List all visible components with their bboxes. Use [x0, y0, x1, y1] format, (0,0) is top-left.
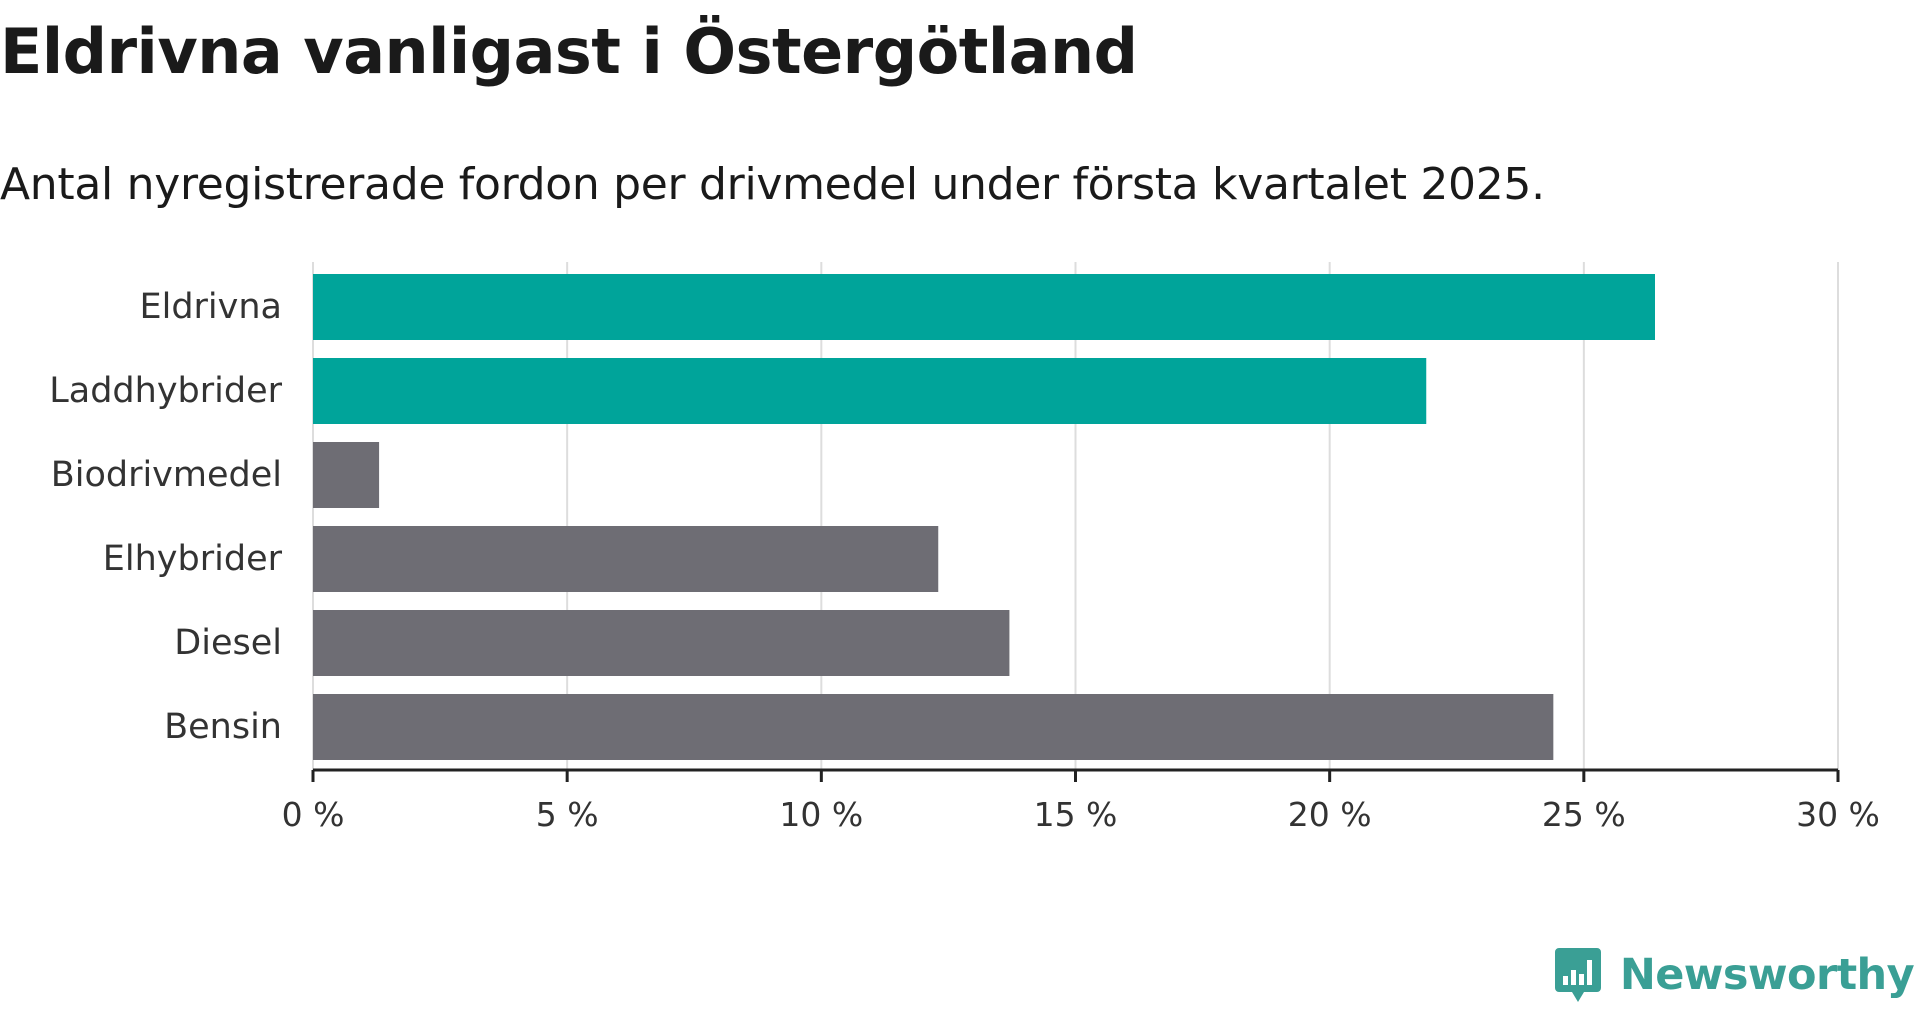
x-tick-label-4: 20 %	[1288, 795, 1372, 834]
category-label-diesel: Diesel	[174, 623, 282, 663]
category-label-biodrivmedel: Biodrivmedel	[51, 455, 282, 495]
x-tick-label-1: 5 %	[536, 795, 599, 834]
brand: Newsworthy	[1554, 940, 1915, 1010]
bar-eldrivna	[313, 274, 1655, 340]
bar-chart: Eldrivna Laddhybrider Biodrivmedel Elhybrid…	[49, 262, 1880, 834]
bar-diesel	[313, 610, 1010, 676]
x-tick-label-6: 30 %	[1796, 795, 1880, 834]
gridlines	[312, 262, 1839, 770]
x-tick-label-5: 25 %	[1542, 795, 1626, 834]
category-label-elhybrider: Elhybrider	[103, 539, 283, 579]
x-axis	[311, 768, 1840, 782]
x-tick-label-3: 15 %	[1034, 795, 1118, 834]
category-label-bensin: Bensin	[164, 707, 282, 747]
category-labels: Eldrivna Laddhybrider Biodrivmedel Elhybrid…	[49, 287, 282, 747]
category-label-eldrivna: Eldrivna	[139, 287, 282, 327]
chart-title: Eldrivna vanligast i Östergötland	[0, 15, 1138, 88]
bar-bensin	[313, 694, 1554, 760]
chart-subtitle: Antal nyregistrerade fordon per drivmede…	[0, 159, 1545, 210]
newsworthy-logo-icon	[1554, 948, 1601, 1002]
x-tick-label-2: 10 %	[779, 795, 863, 834]
category-label-laddhybrider: Laddhybrider	[49, 371, 282, 411]
brand-name: Newsworthy	[1619, 950, 1915, 1000]
x-tick-labels: 0 % 5 % 10 % 15 % 20 % 25 % 30 %	[282, 795, 1880, 834]
bar-biodrivmedel	[313, 442, 380, 508]
bar-elhybrider	[313, 526, 939, 592]
bar-laddhybrider	[313, 358, 1427, 424]
bars	[313, 274, 1655, 760]
x-tick-label-0: 0 %	[282, 795, 345, 834]
